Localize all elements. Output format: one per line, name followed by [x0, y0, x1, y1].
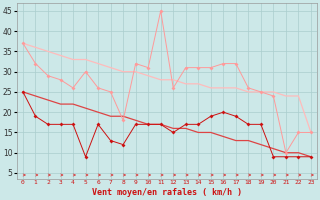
X-axis label: Vent moyen/en rafales ( km/h ): Vent moyen/en rafales ( km/h ): [92, 188, 242, 197]
